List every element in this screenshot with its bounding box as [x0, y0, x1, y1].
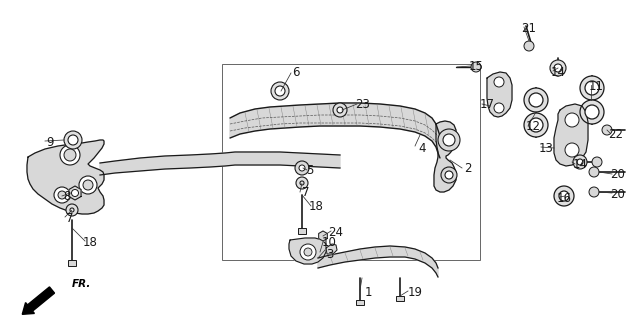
Circle shape [296, 177, 308, 189]
Polygon shape [326, 244, 337, 254]
Text: 20: 20 [611, 189, 625, 202]
Circle shape [565, 143, 579, 157]
Circle shape [554, 64, 562, 72]
Circle shape [445, 171, 453, 179]
Text: 19: 19 [408, 287, 422, 300]
Circle shape [602, 125, 612, 135]
Circle shape [441, 167, 457, 183]
Text: 18: 18 [308, 200, 323, 214]
Text: FR.: FR. [72, 279, 92, 289]
Circle shape [592, 157, 602, 167]
Bar [356, 300, 364, 305]
Circle shape [83, 180, 93, 190]
Text: 14: 14 [550, 66, 566, 79]
Text: 11: 11 [589, 80, 604, 93]
Circle shape [589, 167, 599, 177]
Text: 20: 20 [611, 169, 625, 182]
Polygon shape [69, 186, 81, 200]
Circle shape [471, 62, 481, 72]
Text: 14: 14 [573, 158, 588, 171]
Circle shape [554, 186, 574, 206]
Text: 21: 21 [522, 22, 536, 35]
Circle shape [524, 41, 534, 51]
Circle shape [524, 113, 548, 137]
Circle shape [585, 105, 599, 119]
Circle shape [585, 81, 599, 95]
Circle shape [580, 76, 604, 100]
Bar [298, 228, 306, 234]
Text: 18: 18 [83, 236, 97, 249]
Circle shape [70, 208, 74, 212]
Circle shape [295, 161, 309, 175]
Polygon shape [318, 246, 438, 277]
Text: 22: 22 [609, 128, 623, 141]
Circle shape [299, 165, 305, 171]
Polygon shape [289, 238, 326, 264]
Text: 12: 12 [525, 120, 541, 133]
Text: 1: 1 [364, 287, 372, 300]
Bar [396, 296, 404, 301]
Bar [222, 64, 480, 260]
Circle shape [337, 107, 343, 113]
Polygon shape [319, 231, 327, 241]
Circle shape [524, 88, 548, 112]
Text: 13: 13 [539, 141, 554, 154]
Text: 17: 17 [479, 99, 495, 112]
Circle shape [271, 82, 289, 100]
Circle shape [580, 100, 604, 124]
Circle shape [79, 176, 97, 194]
FancyArrow shape [22, 287, 54, 314]
Circle shape [300, 244, 316, 260]
Circle shape [565, 113, 579, 127]
Polygon shape [230, 103, 440, 158]
Circle shape [589, 187, 599, 197]
Text: 10: 10 [321, 236, 337, 249]
Text: 23: 23 [356, 98, 371, 111]
Circle shape [60, 145, 80, 165]
Circle shape [304, 248, 312, 256]
Polygon shape [554, 104, 588, 166]
Circle shape [58, 191, 66, 199]
Circle shape [494, 103, 504, 113]
Text: 7: 7 [302, 186, 310, 199]
Circle shape [72, 190, 79, 197]
Text: 6: 6 [292, 67, 300, 80]
Circle shape [300, 181, 304, 185]
Text: 2: 2 [464, 161, 472, 174]
Circle shape [68, 135, 78, 145]
Circle shape [529, 118, 543, 132]
Bar [68, 260, 76, 266]
Circle shape [275, 86, 285, 96]
Text: 3: 3 [326, 248, 333, 261]
Text: 7: 7 [67, 211, 74, 224]
Circle shape [494, 77, 504, 87]
Circle shape [333, 103, 347, 117]
Text: 24: 24 [328, 225, 344, 238]
Text: 5: 5 [307, 164, 314, 177]
Text: 16: 16 [557, 191, 572, 204]
Circle shape [529, 93, 543, 107]
Circle shape [54, 187, 70, 203]
Polygon shape [434, 121, 456, 192]
Polygon shape [487, 72, 512, 117]
Circle shape [559, 191, 569, 201]
Circle shape [550, 60, 566, 76]
Circle shape [64, 131, 82, 149]
Text: 15: 15 [468, 61, 483, 74]
Text: 8: 8 [63, 190, 70, 203]
Circle shape [443, 134, 455, 146]
Text: 4: 4 [419, 141, 426, 154]
Circle shape [577, 159, 583, 165]
Circle shape [66, 204, 78, 216]
Polygon shape [100, 152, 340, 175]
Polygon shape [27, 140, 104, 214]
Circle shape [64, 149, 76, 161]
Circle shape [573, 155, 587, 169]
Text: 9: 9 [46, 135, 54, 148]
Circle shape [438, 129, 460, 151]
